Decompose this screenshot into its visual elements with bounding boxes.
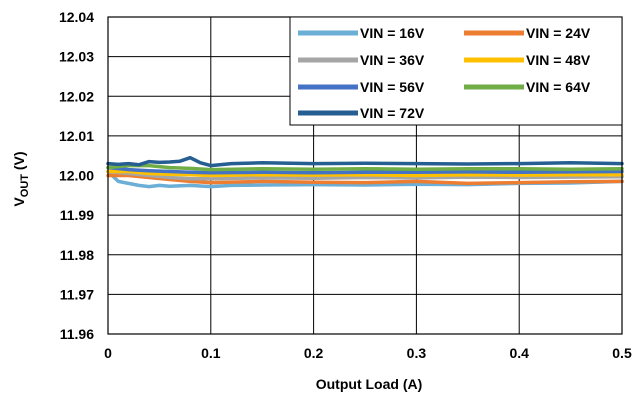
tick-labels: 0 0.1 0.2 0.3 0.4 0.5 11.96 11.97 11.98 11.99 12.0… — [59, 9, 632, 361]
y-tick-label: 11.96 — [60, 326, 94, 342]
y-tick-label: 12.03 — [59, 49, 94, 65]
y-axis-label: VOUT (V) — [11, 151, 31, 206]
x-tick-label: 0 — [104, 345, 112, 361]
y-tick-label: 12.00 — [59, 168, 94, 184]
x-tick-label: 0.1 — [201, 345, 221, 361]
y-tick-label: 11.98 — [60, 247, 94, 263]
series-line — [106, 169, 624, 181]
legend: VIN = 16V VIN = 24V VIN = 36V VIN = 48V VIN … — [289, 16, 623, 126]
series-line — [106, 163, 624, 172]
series-line — [106, 173, 624, 186]
x-tick-label: 0.4 — [509, 345, 529, 361]
legend-label: VIN = 48V — [526, 52, 591, 68]
x-axis-label: Output Load (A) — [316, 376, 423, 392]
legend-label: VIN = 56V — [360, 79, 425, 95]
legend-label: VIN = 64V — [526, 79, 591, 95]
y-tick-label: 11.97 — [60, 286, 94, 302]
x-tick-label: 0.3 — [407, 345, 427, 361]
y-tick-label: 12.04 — [59, 9, 94, 25]
legend-label: VIN = 24V — [526, 25, 591, 41]
series-line — [106, 169, 624, 178]
y-axis-label-unit: (V) — [11, 151, 27, 174]
legend-label: VIN = 72V — [360, 105, 425, 121]
series-line — [106, 155, 624, 168]
y-tick-label: 11.99 — [60, 207, 94, 223]
legend-box — [289, 16, 623, 126]
y-axis-label-sub: OUT — [19, 174, 31, 198]
x-tick-label: 0.5 — [612, 345, 632, 361]
y-axis-label-main: V — [11, 197, 27, 207]
series-lines — [106, 155, 624, 189]
y-tick-label: 12.02 — [59, 88, 94, 104]
y-tick-label: 12.01 — [59, 128, 94, 144]
series-line — [106, 165, 624, 175]
legend-label: VIN = 36V — [360, 52, 425, 68]
x-tick-label: 0.2 — [304, 345, 324, 361]
legend-label: VIN = 16V — [360, 25, 425, 41]
